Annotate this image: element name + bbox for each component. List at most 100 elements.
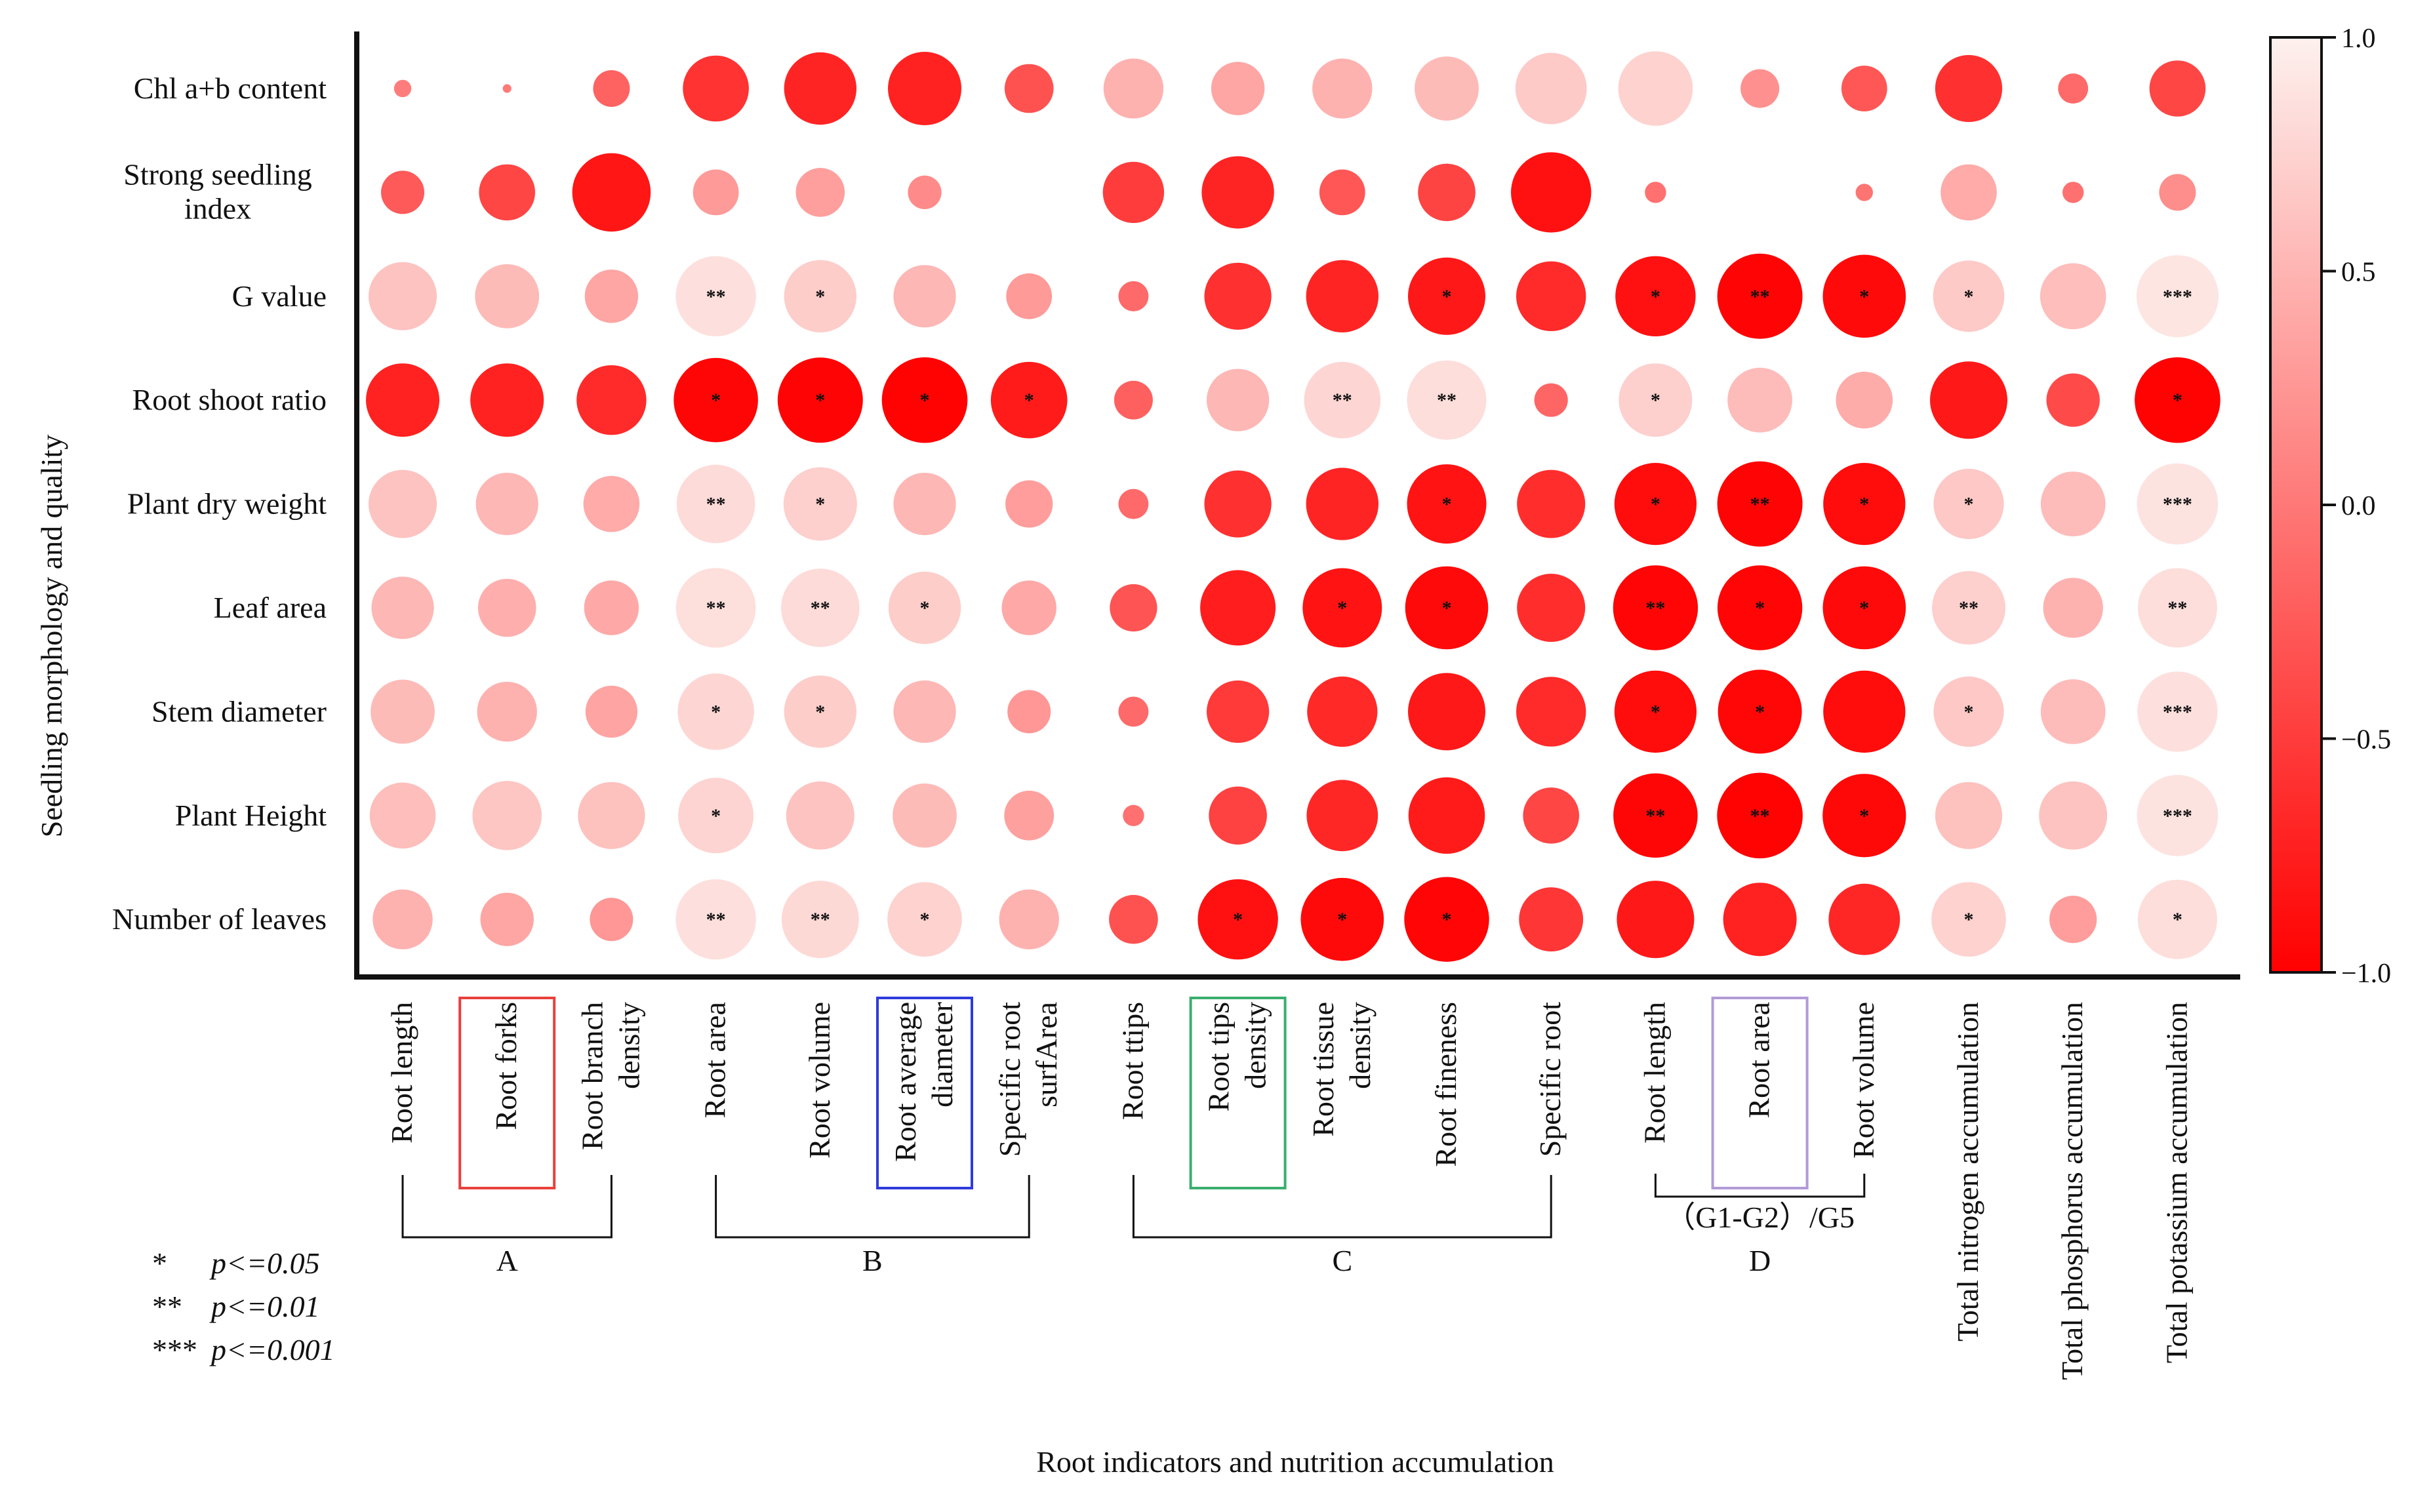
bubble-r7-c12 [1613, 773, 1698, 858]
row-label-5: Leaf area [214, 591, 327, 624]
legend-mark-3: *** [152, 1333, 197, 1366]
column-label-8-line1: Root tips [1202, 1002, 1236, 1111]
bubble-r8-c12 [1617, 881, 1695, 959]
bubble-r2-c8 [1204, 262, 1272, 330]
significance-r8-c15: * [1964, 909, 1974, 930]
bubble-r4-c4 [783, 467, 857, 541]
bubble-r0-c11 [1515, 52, 1587, 125]
legend-text-1: p<=0.05 [209, 1246, 320, 1280]
bubble-r2-c7 [1118, 281, 1149, 311]
bubble-r1-c4 [795, 168, 845, 217]
significance-r3-c12: * [1651, 389, 1660, 411]
significance-r5-c9: * [1337, 597, 1347, 619]
bubble-r0-c3 [683, 55, 749, 122]
bubble-r0-c4 [784, 52, 857, 125]
colorbar-gradient [2269, 36, 2323, 974]
column-label-10: Root fineness [1429, 1002, 1462, 1167]
significance-r8-c17: * [2173, 909, 2182, 930]
significance-r8-c9: * [1337, 909, 1347, 930]
column-highlight-box-1 [876, 997, 973, 1189]
significance-r2-c3: ** [706, 286, 726, 308]
colorbar-tick-label-0: 1.0 [2341, 24, 2376, 54]
bubble-r3-c11 [1534, 383, 1568, 417]
row-label-4: Plant dry weight [127, 487, 327, 521]
bubble-r7-c15 [1935, 782, 2003, 849]
bubble-r2-c15 [1933, 260, 2005, 332]
bubble-r0-c6 [1004, 64, 1054, 113]
significance-r3-c5: * [920, 389, 930, 411]
bubble-r6-c11 [1516, 677, 1586, 747]
bubble-r5-c1 [477, 578, 536, 637]
bubble-r3-c1 [470, 363, 544, 437]
bubble-r1-c1 [479, 164, 535, 221]
bubble-r0-c1 [502, 84, 512, 93]
bubble-r7-c1 [472, 781, 542, 850]
significance-r2-c14: * [1859, 286, 1869, 308]
bubble-r8-c6 [999, 889, 1059, 949]
bubble-r5-c16 [2043, 578, 2103, 638]
column-label-9-line2: density [1343, 1002, 1377, 1089]
group-label-C: C [1332, 1244, 1352, 1277]
group-label-A: A [496, 1244, 518, 1277]
bubble-r3-c15 [1930, 361, 2007, 439]
bubble-r6-c15 [1933, 676, 2004, 747]
bubble-r0-c8 [1211, 62, 1265, 115]
significance-r5-c15: ** [1959, 597, 1979, 619]
bubble-r6-c5 [893, 680, 956, 743]
significance-r8-c4: ** [811, 909, 830, 930]
bubble-r4-c1 [475, 473, 538, 536]
bubble-r5-c10 [1405, 566, 1489, 650]
bubble-r8-c8 [1197, 879, 1278, 960]
row-label-6: Stem diameter [151, 694, 327, 728]
significance-r7-c3: * [711, 805, 721, 827]
bubble-r1-c14 [1855, 184, 1873, 201]
significance-r6-c15: * [1964, 701, 1974, 723]
legend-text-3: p<=0.001 [209, 1333, 335, 1366]
significance-r2-c13: ** [1750, 286, 1770, 308]
column-label-0: Root length [385, 1002, 418, 1144]
bubble-r7-c7 [1123, 805, 1144, 827]
column-label-15: Total nitrogen accumulation [1951, 1002, 1984, 1342]
bubble-r7-c14 [1822, 774, 1906, 858]
bubble-r7-c4 [786, 781, 855, 850]
column-label-2-line1: Root branch [575, 1002, 609, 1150]
bubble-r2-c0 [369, 262, 437, 330]
colorbar-tick-label-4: −1.0 [2341, 959, 2391, 989]
bubble-r6-c9 [1307, 676, 1378, 747]
colorbar-tick-label-2: 0.0 [2341, 491, 2376, 521]
bubble-r0-c12 [1618, 51, 1693, 126]
bubble-r1-c7 [1102, 161, 1165, 224]
bubble-r5-c6 [1001, 580, 1056, 635]
bubble-r4-c3 [676, 464, 755, 544]
bubble-r5-c2 [584, 580, 639, 635]
row-label-8: Number of leaves [112, 902, 327, 936]
bubble-r0-c9 [1312, 58, 1373, 119]
bubble-r7-c0 [369, 782, 436, 849]
bubble-r8-c15 [1931, 882, 2006, 957]
significance-r3-c4: * [815, 389, 825, 411]
row-label-1-line2: index [184, 191, 251, 225]
bubble-r2-c4 [784, 260, 857, 332]
legend-mark-1: * [152, 1246, 167, 1280]
bubble-r2-c2 [584, 269, 639, 323]
column-highlight-box-0 [458, 997, 556, 1189]
significance-r3-c9: ** [1333, 389, 1352, 411]
bubble-r6-c17 [2137, 671, 2218, 752]
bubble-r5-c15 [1932, 571, 2005, 645]
bubble-r2-c13 [1717, 253, 1803, 339]
bubble-r7-c13 [1717, 772, 1803, 859]
bubble-r6-c3 [677, 673, 754, 750]
significance-r2-c4: * [815, 286, 825, 308]
bubble-r3-c7 [1114, 380, 1153, 420]
significance-r4-c4: * [815, 494, 825, 515]
column-label-6-line1: Specific root [993, 1002, 1026, 1157]
group-bracket-C [1132, 1175, 1552, 1239]
significance-r8-c3: ** [706, 909, 726, 930]
group-label-D: D [1749, 1244, 1771, 1277]
bubble-r1-c17 [2159, 174, 2196, 211]
colorbar-tick-label-3: −0.5 [2341, 725, 2391, 755]
bubble-r4-c0 [369, 469, 437, 538]
bubble-r7-c11 [1523, 787, 1579, 844]
column-label-5-line2: diameter [925, 1002, 959, 1107]
